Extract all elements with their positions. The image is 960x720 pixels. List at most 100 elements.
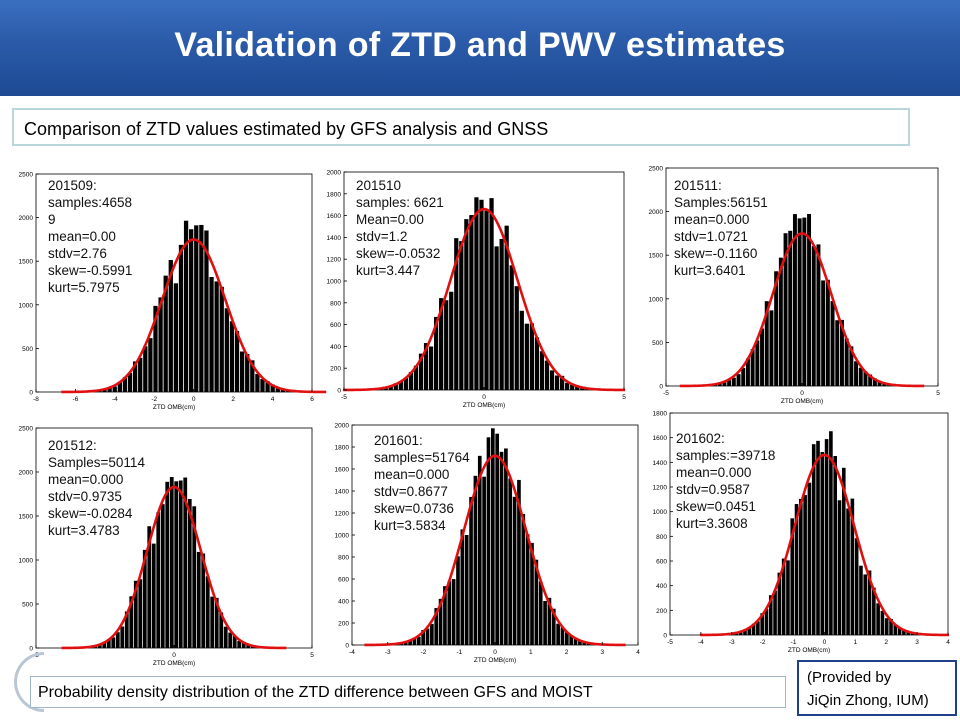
- histogram-bar: [575, 386, 580, 390]
- histogram-bar: [816, 244, 821, 386]
- y-tick-label: 0: [345, 643, 349, 650]
- histogram-201602: 0 200 400 600 800 1000 1200 1400 1600 1800 -5 -4 -3 -…: [646, 405, 956, 655]
- histogram-bar: [554, 375, 560, 390]
- histogram-bar: [569, 635, 574, 645]
- histogram-bar: [148, 338, 153, 392]
- histogram-bar: [408, 372, 414, 390]
- x-tick-label: 0: [823, 639, 827, 646]
- y-tick-label: 1500: [649, 253, 664, 260]
- y-tick-label: 1500: [19, 514, 34, 521]
- histogram-bar: [820, 452, 825, 635]
- histogram-bar: [484, 210, 489, 390]
- x-tick-label: 4: [946, 639, 950, 646]
- histogram-bar: [837, 500, 842, 635]
- histogram-bar: [138, 357, 143, 392]
- histogram-bar: [539, 351, 545, 390]
- histogram-bar: [477, 455, 482, 645]
- x-axis-label: ZTD OMB(cm): [788, 647, 830, 654]
- histogram-bar: [133, 580, 138, 648]
- y-tick-label: 1000: [327, 279, 342, 286]
- histogram-bar: [534, 337, 540, 390]
- histogram-bar: [156, 512, 161, 648]
- histogram-bar: [867, 570, 872, 635]
- histogram-bar: [246, 644, 251, 648]
- histogram-bar: [824, 439, 829, 635]
- histogram-bar: [237, 640, 242, 648]
- x-tick-label: -4: [112, 396, 118, 403]
- histogram-bar: [811, 246, 816, 386]
- histogram-bar: [434, 316, 439, 390]
- x-tick-label: 0: [800, 390, 804, 397]
- histogram-bar: [863, 574, 868, 635]
- subtitle-text: Comparison of ZTD values estimated by GF…: [24, 119, 549, 139]
- histogram-bar: [147, 526, 152, 648]
- stats-annotation-line: kurt=3.6401: [674, 263, 746, 278]
- x-tick-label: 0: [192, 396, 196, 403]
- x-tick-label: 1: [854, 639, 858, 646]
- histogram-bar: [760, 328, 765, 386]
- histogram-bar: [224, 308, 229, 392]
- stats-annotation-line: stdv=1.2: [356, 229, 407, 244]
- histogram-bar: [413, 365, 419, 390]
- histogram-bar: [786, 560, 790, 635]
- histogram-bar: [751, 623, 756, 635]
- y-tick-label: 500: [22, 602, 33, 609]
- histogram-bar: [270, 384, 275, 392]
- y-tick-label: 1800: [327, 191, 342, 198]
- y-tick-label: 0: [29, 646, 33, 653]
- histogram-bar: [521, 514, 526, 645]
- histogram-bar: [508, 478, 513, 645]
- caption-box: Probability density distribution of the …: [30, 676, 786, 708]
- stats-annotation-line: stdv=0.9735: [48, 489, 122, 504]
- histogram-bar: [451, 579, 456, 645]
- histogram-bar: [799, 498, 803, 635]
- y-tick-label: 2500: [649, 166, 664, 173]
- histogram-bar: [398, 381, 403, 390]
- plot-frame: [351, 424, 639, 646]
- y-tick-label: 2000: [649, 209, 664, 216]
- histogram-bar: [560, 375, 565, 390]
- histogram-bar: [764, 301, 769, 386]
- histogram-bar: [863, 371, 868, 386]
- histogram-bar: [736, 374, 741, 386]
- histogram-bar: [534, 559, 539, 645]
- fitted-normal-curve: [364, 454, 626, 647]
- x-axis-label: ZTD OMB(cm): [781, 398, 823, 405]
- histogram-bar: [241, 642, 246, 648]
- stats-annotation-line: mean=0.000: [674, 212, 749, 227]
- histogram-bar: [142, 549, 147, 648]
- plot-frame: [665, 167, 939, 387]
- histogram-bar: [509, 265, 514, 390]
- histogram-bar: [178, 480, 183, 648]
- histogram-bar: [151, 543, 156, 648]
- histogram-bar: [280, 389, 286, 392]
- histogram-bar: [129, 596, 134, 648]
- histogram-bar: [189, 229, 194, 392]
- histogram-bar: [792, 214, 797, 386]
- x-tick-label: 5: [622, 394, 626, 401]
- stats-annotation-line: 9: [48, 212, 56, 227]
- histogram-bar: [727, 380, 732, 386]
- histogram-bar: [830, 301, 835, 386]
- histogram-bar: [738, 631, 743, 635]
- histogram-bar: [858, 367, 863, 386]
- y-tick-label: 1000: [649, 296, 664, 303]
- histogram-bar: [111, 637, 116, 648]
- histogram-bar: [201, 553, 206, 648]
- stats-annotation-line: 201512:: [48, 438, 97, 453]
- histogram-bar: [794, 504, 799, 635]
- y-tick-label: 600: [338, 577, 349, 584]
- x-tick-label: -2: [760, 639, 766, 646]
- histogram-bar: [209, 277, 214, 392]
- histogram-bar: [854, 361, 859, 386]
- histogram-bar: [849, 346, 854, 386]
- stats-annotation-line: kurt=3.447: [356, 263, 420, 278]
- histogram-bar: [205, 576, 210, 648]
- fitted-normal-curve: [61, 485, 287, 650]
- histogram-bar: [519, 310, 524, 390]
- histogram-bar: [524, 323, 529, 390]
- subtitle-box: Comparison of ZTD values estimated by GF…: [12, 108, 910, 146]
- y-tick-label: 400: [338, 599, 349, 606]
- y-tick-label: 200: [338, 621, 349, 628]
- histogram-bar: [543, 600, 547, 645]
